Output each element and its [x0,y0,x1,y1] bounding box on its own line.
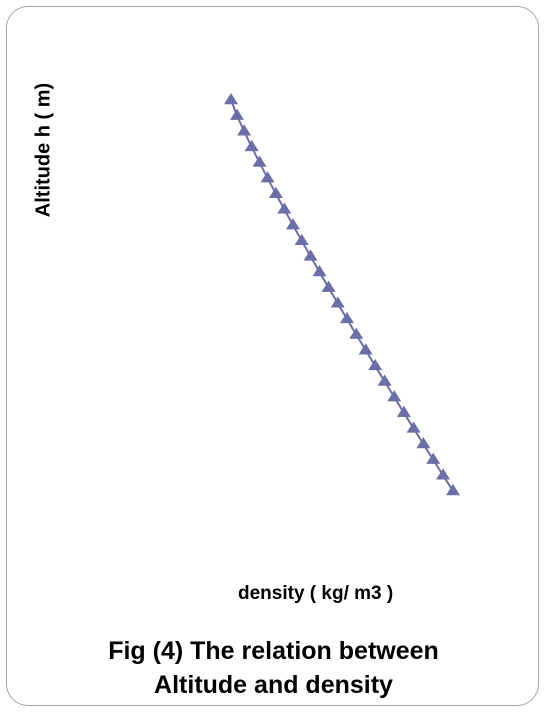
data-point-marker [312,265,327,277]
data-point-marker [260,171,275,183]
data-point-marker [368,358,383,371]
figure-frame [6,6,539,706]
data-point-marker [416,437,431,449]
data-point-marker [436,468,451,480]
data-point-marker [252,155,267,167]
data-point-marker [406,421,421,433]
data-point-marker [396,405,411,417]
data-point-marker [349,327,364,339]
data-point-marker [303,249,318,261]
data-point-marker [387,390,402,402]
data-point-marker [244,139,259,152]
data-point-marker [321,280,336,292]
data-point-marker [446,484,460,496]
data-point-marker [339,311,354,324]
data-point-marker [358,343,373,355]
x-axis-label: density ( kg/ m3 ) [238,583,394,604]
data-point-marker [377,374,392,386]
series-markers [224,93,460,496]
data-point-marker [330,296,345,308]
figure-caption-line-1: Fig (4) The relation between [108,637,439,665]
y-axis-label: Altitude h ( m) [32,82,55,218]
data-point-marker [294,233,309,245]
data-point-marker [277,202,292,214]
data-point-marker [285,218,300,230]
data-point-marker [230,108,245,120]
data-point-marker [237,124,252,136]
data-point-marker [224,93,238,105]
data-point-marker [268,186,283,199]
figure-caption-line-2: Altitude and density [154,671,393,699]
data-point-marker [426,452,441,464]
